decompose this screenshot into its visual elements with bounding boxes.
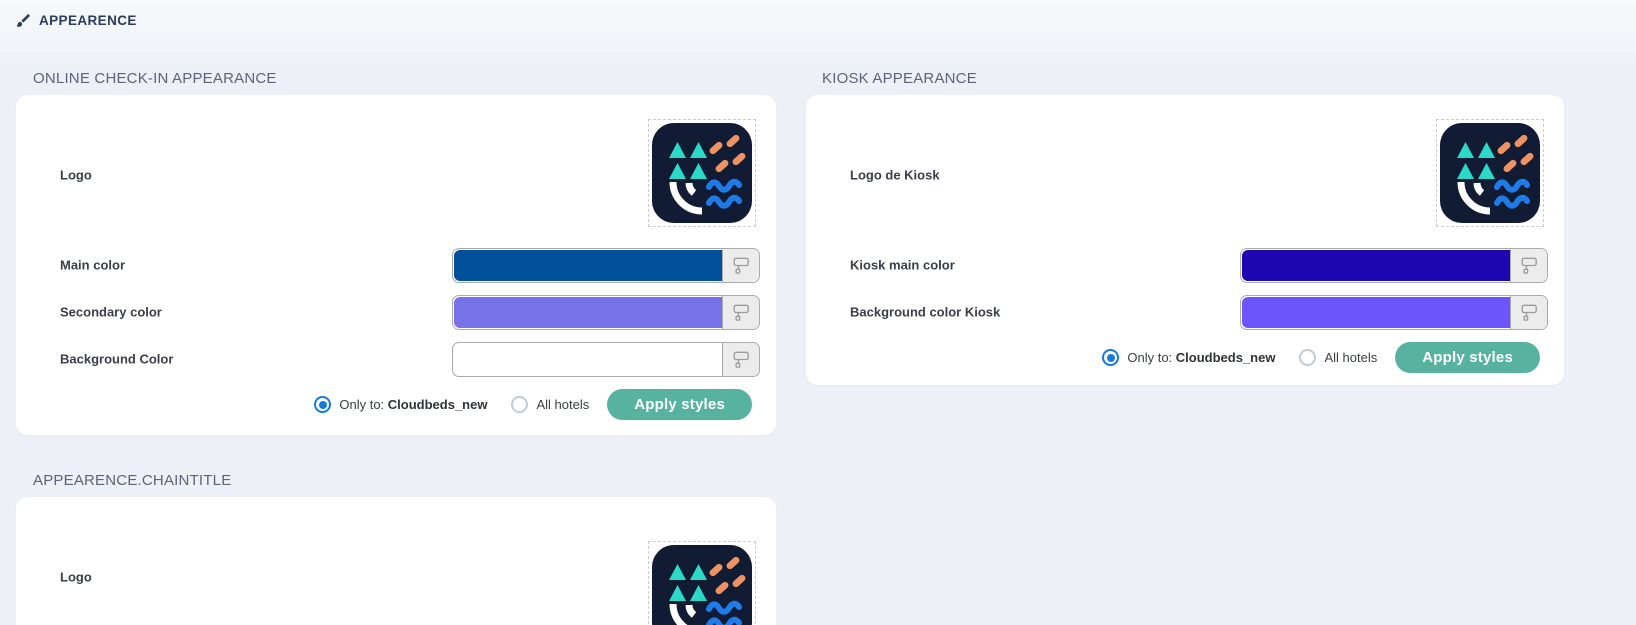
kiosk-logo-upload[interactable] [1436,119,1544,227]
main-color-label: Main color [60,257,126,273]
background-color-input[interactable] [452,342,760,377]
secondary-color-picker-button[interactable] [722,296,759,329]
kiosk-background-color-input[interactable] [1240,295,1548,330]
company-logo [1440,123,1540,223]
secondary-color-input[interactable] [452,295,760,330]
hotel-name: Cloudbeds_new [1175,350,1276,365]
hotel-name: Cloudbeds_new [387,397,488,412]
kiosk-background-color-label: Background color Kiosk [850,304,1001,320]
online-checkin-card: Logo Main color Secondary color Backgrou… [16,95,776,435]
paint-roller-icon [730,350,752,369]
apply-scope-row: Only to: Cloudbeds_new All hotels Apply … [314,389,752,420]
kiosk-card: Logo de Kiosk Kiosk main color Backgroun… [806,95,1564,385]
paintbrush-icon [15,12,32,29]
company-logo [652,123,752,223]
secondary-color-swatch [454,297,722,328]
apply-styles-button[interactable]: Apply styles [607,389,752,420]
main-color-picker-button[interactable] [722,249,759,282]
paint-roller-icon [1518,256,1540,275]
kiosk-only-to-radio[interactable] [1102,349,1120,366]
chain-logo-label: Logo [60,569,92,585]
logo-upload[interactable] [648,119,756,227]
paint-roller-icon [730,256,752,275]
section-title-chain: APPEARENCE.CHAINTITLE [33,472,232,489]
kiosk-main-color-input[interactable] [1240,248,1548,283]
paint-roller-icon [730,303,752,322]
kiosk-apply-scope-row: Only to: Cloudbeds_new All hotels Apply … [1102,342,1540,373]
logo-label: Logo [60,167,92,183]
kiosk-apply-styles-button[interactable]: Apply styles [1395,342,1540,373]
only-to-text: Only to: [1127,350,1173,365]
page-header: APPEARENCE [15,12,137,29]
kiosk-only-to-label: Only to: Cloudbeds_new [1127,350,1275,365]
background-color-picker-button[interactable] [722,343,759,376]
all-hotels-label: All hotels [536,397,590,412]
background-color-swatch [454,344,722,375]
only-to-text: Only to: [339,397,385,412]
kiosk-all-hotels-radio[interactable] [1299,349,1317,366]
background-color-label: Background Color [60,351,174,367]
section-title-kiosk: KIOSK APPEARANCE [822,70,977,87]
page-title: APPEARENCE [39,13,137,28]
kiosk-background-color-swatch [1242,297,1510,328]
only-to-label: Only to: Cloudbeds_new [339,397,487,412]
paint-roller-icon [1518,303,1540,322]
section-title-online-checkin: ONLINE CHECK-IN APPEARANCE [33,70,277,87]
kiosk-background-color-picker-button[interactable] [1510,296,1547,329]
main-color-input[interactable] [452,248,760,283]
kiosk-all-hotels-label: All hotels [1324,350,1378,365]
kiosk-main-color-picker-button[interactable] [1510,249,1547,282]
secondary-color-label: Secondary color [60,304,162,320]
only-to-radio[interactable] [314,396,332,413]
kiosk-main-color-label: Kiosk main color [850,257,955,273]
chain-card: Logo [16,497,776,625]
kiosk-logo-label: Logo de Kiosk [850,167,940,183]
main-color-swatch [454,250,722,281]
chain-logo-upload[interactable] [648,541,756,625]
company-logo [652,545,752,625]
kiosk-main-color-swatch [1242,250,1510,281]
all-hotels-radio[interactable] [511,396,529,413]
